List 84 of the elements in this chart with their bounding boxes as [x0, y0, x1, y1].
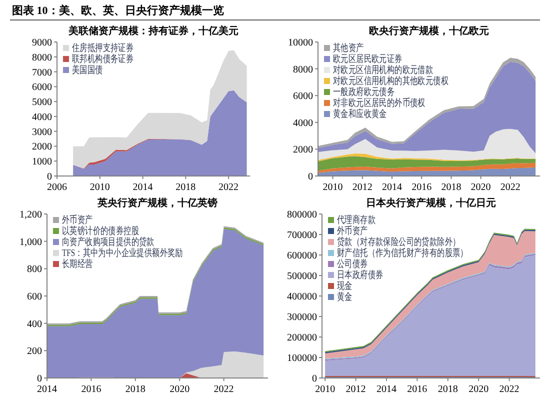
y-tick-label: 10000 [288, 38, 313, 48]
x-tick-label: 2022 [218, 182, 239, 193]
y-tick-label: 400 [27, 318, 42, 330]
x-tick-label: 2022 [499, 384, 520, 395]
legend-label: 对非欧元区居民的外币债权 [333, 96, 426, 108]
x-tick-label: 2016 [407, 384, 428, 395]
legend-label: 对欧元区信用机构的欧元借款 [333, 64, 434, 76]
y-tick-label: 600 [27, 292, 42, 302]
legend-label: 以英镑计价的债券控股 [62, 224, 140, 236]
x-tick-label: 2010 [315, 384, 336, 395]
x-tick-label: 2012 [352, 182, 372, 193]
y-tick-label: 8000 [32, 52, 52, 64]
legend-label: 美国国债 [72, 64, 103, 76]
y-tick-label: 3000 [32, 126, 52, 138]
y-tick-label: 100000 [287, 353, 317, 364]
y-tick-label: 0 [312, 374, 317, 384]
y-tick-label: 8000 [293, 64, 313, 76]
y-tick-label: 6000 [32, 82, 52, 94]
y-tick-label: 2000 [32, 142, 52, 153]
y-tick-label: 1000 [32, 156, 52, 168]
x-tick-label: 2014 [132, 182, 153, 193]
x-tick-label: 2018 [125, 384, 146, 395]
y-tick-label: 800000 [287, 210, 317, 220]
chart-title: 日本央行资产规模，十亿日元 [366, 197, 496, 209]
legend-label: 向资产收购项目提供的贷款 [62, 236, 154, 248]
y-tick-label: 300000 [287, 312, 317, 323]
y-tick-label: 1,200 [20, 210, 42, 220]
x-tick-label: 2020 [470, 182, 491, 193]
legend-label: 外币资产 [62, 214, 93, 226]
y-tick-label: 0 [37, 374, 42, 384]
x-tick-label: 2014 [376, 384, 396, 395]
legend-label: 长期经营 [62, 258, 93, 270]
legend-label: 其他资产 [333, 42, 364, 54]
x-tick-label: 2010 [90, 182, 110, 193]
y-tick-label: 2000 [293, 144, 313, 156]
y-tick-label: 1,000 [20, 236, 42, 248]
x-tick-label: 2010 [322, 182, 343, 193]
legend-label: 黄金 [337, 290, 352, 302]
x-tick-label: 2014 [382, 182, 402, 193]
y-tick-label: 7000 [32, 67, 52, 78]
legend-label: 一般政府欧元债务 [333, 86, 395, 98]
x-tick-label: 2014 [37, 384, 57, 395]
x-tick-label: 2022 [214, 384, 234, 395]
chart-title: 欧央行资产规模，十亿欧元 [369, 25, 489, 37]
legend-label: TFS：其中为中小企业提供额外奖励 [62, 246, 183, 258]
chart-title: 英央行资产规模，十亿英镑 [96, 197, 218, 209]
y-tick-label: 600000 [287, 250, 317, 262]
legend-label: 财产信托（作为信托财产持有的股票） [337, 246, 468, 258]
y-tick-label: 0 [47, 172, 52, 182]
legend-label: 对欧元区信用机构的其他欧元债权 [333, 74, 449, 86]
y-tick-label: 700000 [287, 230, 317, 241]
legend-label: 现金 [337, 280, 352, 292]
legend-label: 日本政府债券 [337, 268, 384, 280]
text: 图表 10：美、欧、英、日央行资产规模一览 [12, 4, 224, 17]
y-tick-label: 400000 [287, 292, 317, 302]
x-tick-label: 2018 [176, 182, 196, 193]
y-tick-label: 200 [27, 346, 42, 358]
x-tick-label: 2006 [47, 182, 67, 193]
x-tick-label: 2020 [468, 384, 489, 395]
y-tick-label: 500000 [287, 271, 317, 282]
legend-label: 代理商存款 [336, 214, 376, 226]
x-tick-label: 2018 [438, 384, 458, 395]
legend-label: 黄金和应收黄金 [333, 108, 387, 120]
legend-label: 外币资产 [337, 224, 368, 236]
y-tick-label: 5000 [32, 97, 52, 108]
x-tick-label: 2016 [81, 384, 102, 395]
legend-label: 联邦机构债务证券 [72, 52, 134, 64]
y-tick-label: 200000 [287, 332, 317, 344]
x-tick-label: 2018 [441, 182, 462, 193]
y-tick-label: 0 [308, 172, 313, 182]
y-tick-label: 4000 [32, 112, 52, 123]
legend-label: 欧元区居民欧元证券 [333, 52, 402, 64]
x-tick-label: 2022 [500, 182, 520, 193]
y-tick-label: 6000 [293, 91, 313, 102]
x-tick-label: 2020 [170, 384, 190, 395]
x-tick-label: 2016 [412, 182, 432, 193]
legend-label: 住房抵押支持证券 [72, 42, 134, 54]
y-tick-label: 9000 [32, 38, 52, 48]
legend-label: 公司债券 [337, 258, 368, 270]
y-tick-label: 4000 [293, 118, 313, 129]
legend-label: 贷款（对存款保险公司的贷款除外） [337, 236, 460, 248]
x-tick-label: 2012 [346, 384, 366, 395]
y-tick-label: 800 [27, 264, 42, 276]
chart-title: 美联储资产规模：持有证券，十亿美元 [68, 25, 238, 37]
